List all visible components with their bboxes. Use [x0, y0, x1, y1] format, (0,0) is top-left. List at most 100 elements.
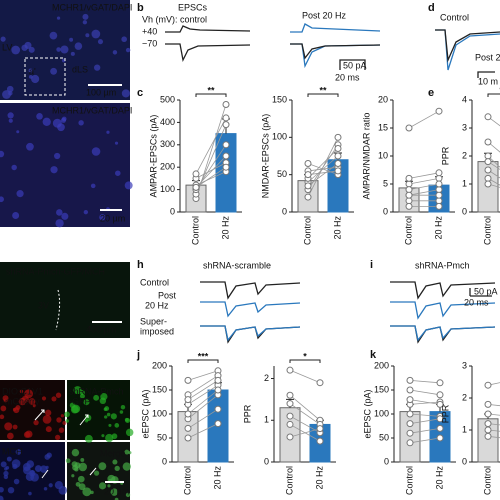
- channel-label: MCH: [2, 446, 23, 456]
- significance-label: **: [207, 85, 215, 95]
- cell: [93, 394, 100, 401]
- cell: [3, 398, 8, 403]
- cell: [93, 64, 101, 71]
- data-point: [406, 439, 414, 447]
- significance-label: *: [303, 351, 307, 361]
- cell: [104, 415, 108, 419]
- data-point: [435, 202, 443, 210]
- scale-label: 20 µm: [100, 213, 125, 223]
- data-point: [222, 100, 230, 108]
- pair-line: [409, 437, 441, 444]
- cell: [114, 141, 119, 145]
- data-point: [316, 425, 324, 433]
- data-point: [334, 159, 342, 167]
- pair-line: [487, 178, 500, 186]
- pair-line: [289, 394, 321, 421]
- pair-line: [289, 369, 321, 384]
- data-point: [436, 415, 444, 423]
- pair-line: [195, 162, 227, 179]
- data-point: [192, 183, 200, 191]
- pair-line: [195, 155, 227, 188]
- data-point: [484, 113, 492, 121]
- y-axis-label: PPR: [242, 404, 252, 423]
- cell: [83, 209, 89, 215]
- y-tick-label: 200: [374, 360, 389, 370]
- stain-label: /: [84, 2, 87, 12]
- data-point: [304, 171, 312, 179]
- data-point: [304, 193, 312, 201]
- panel-label: e: [428, 87, 434, 99]
- cell: [6, 456, 12, 462]
- panel-label: j: [136, 349, 140, 361]
- cell: [108, 423, 112, 427]
- cell: [85, 33, 90, 38]
- cell: [74, 462, 81, 469]
- y-tick-label: 3: [462, 360, 467, 370]
- cell: [29, 470, 36, 477]
- cell-dots: [0, 13, 134, 500]
- data-point: [436, 391, 444, 399]
- cell: [91, 147, 101, 156]
- cell: [65, 458, 71, 464]
- cell: [5, 465, 10, 470]
- cell: [42, 415, 52, 424]
- cell: [32, 404, 36, 408]
- cell: [13, 478, 20, 485]
- pair-line: [289, 428, 321, 438]
- cell: [110, 488, 119, 496]
- cell: [84, 434, 93, 443]
- cell: [3, 470, 9, 477]
- cell: [65, 419, 70, 423]
- data-point: [436, 379, 444, 387]
- channel-label: shRNA-Pmch: [69, 386, 124, 396]
- trace-label: Control: [440, 12, 469, 22]
- cell: [56, 16, 61, 20]
- x-tick-label: Control: [404, 466, 414, 495]
- data-point: [484, 180, 492, 188]
- pair-line: [187, 389, 219, 415]
- cell: [0, 414, 5, 420]
- arrows: [34, 409, 97, 479]
- cell: [26, 460, 35, 468]
- panel-label: b: [137, 2, 144, 14]
- cell: [41, 396, 47, 401]
- data-point: [304, 182, 312, 190]
- y-tick-label: 10: [378, 150, 388, 160]
- cell: [82, 13, 89, 20]
- cell: [18, 397, 27, 406]
- cell: [48, 483, 53, 488]
- cell: [114, 465, 120, 472]
- data-point: [334, 133, 342, 141]
- y-tick-label: 200: [152, 360, 167, 370]
- panel-label: c: [137, 87, 143, 99]
- cell: [119, 410, 124, 414]
- pair-line: [487, 404, 500, 407]
- data-point: [405, 174, 413, 182]
- cell: [104, 406, 110, 411]
- pair-line: [187, 384, 219, 405]
- cell: [78, 483, 86, 491]
- data-point: [484, 432, 492, 440]
- bar: [399, 411, 421, 463]
- channel-label: -GFP: [69, 396, 91, 406]
- inset-label: a': [29, 66, 36, 76]
- cell: [69, 402, 76, 409]
- panel-label: i: [370, 259, 373, 271]
- cell: [0, 150, 5, 158]
- cell: [58, 427, 65, 433]
- y-tick-label: 1: [462, 178, 467, 188]
- y-tick-label: 150: [374, 384, 389, 394]
- data-point: [484, 166, 492, 174]
- cell: [33, 419, 39, 426]
- data-point: [405, 191, 413, 199]
- cell: [125, 47, 131, 53]
- pair-line: [408, 178, 440, 185]
- cell: [8, 118, 13, 123]
- pair-line: [195, 171, 227, 186]
- cell: [54, 152, 61, 160]
- cell: [115, 170, 121, 176]
- cell: [106, 412, 111, 417]
- trace-label: 20 Hz: [145, 300, 169, 310]
- significance-bracket: [195, 93, 227, 97]
- data-point: [184, 424, 192, 432]
